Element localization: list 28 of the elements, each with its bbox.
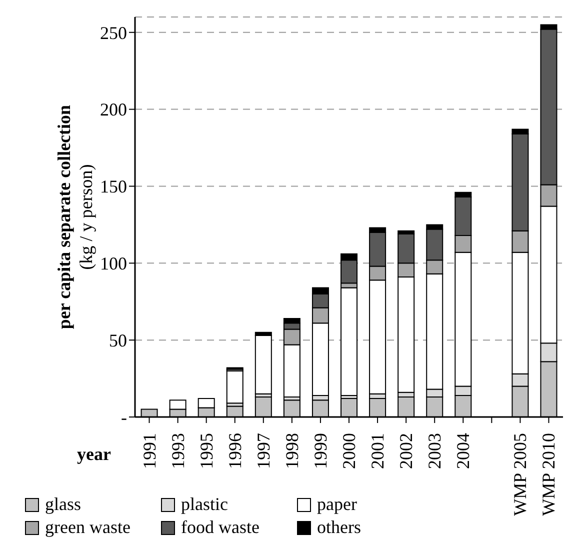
x-tick-label: WMP 2005 <box>510 433 530 516</box>
y-tick-label: 250 <box>100 22 127 43</box>
y-tick-label: - <box>121 407 127 428</box>
legend-label: plastic <box>181 494 228 515</box>
x-tick-label: 1998 <box>282 433 302 469</box>
x-tick-label: 2000 <box>339 433 359 469</box>
legend-label: others <box>317 517 361 538</box>
x-tick-label: 2001 <box>368 433 388 469</box>
y-tick-label: 150 <box>100 176 127 197</box>
x-tick-label: 2004 <box>453 433 474 469</box>
y-tick-label: 200 <box>100 100 127 120</box>
x-tick-label: 1999 <box>310 433 330 469</box>
x-tick-label: WMP 2010 <box>538 433 559 516</box>
legend-label: green waste <box>45 517 130 538</box>
legend-label: glass <box>45 494 81 515</box>
y-tick-label: 100 <box>100 254 127 274</box>
x-tick-label: 1996 <box>224 433 245 469</box>
y-axis-title: per capita separate collection (kg / y person) <box>54 104 96 330</box>
x-tick-label: 1991 <box>139 433 160 469</box>
x-tick-label: 2002 <box>396 433 416 469</box>
x-tick-label: 2003 <box>424 433 445 469</box>
x-axis-title: year <box>77 444 111 465</box>
y-tick-label: 50 <box>109 330 127 350</box>
x-tick-label: 1995 <box>196 433 216 469</box>
legend-label: paper <box>317 494 357 515</box>
x-tick-label: 1993 <box>168 433 188 469</box>
legend-label: food waste <box>181 517 260 538</box>
x-tick-label: 1997 <box>253 433 274 469</box>
